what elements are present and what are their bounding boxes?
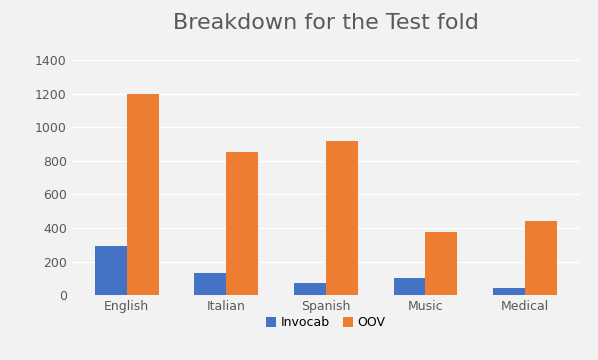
- Legend: Invocab, OOV: Invocab, OOV: [261, 311, 390, 334]
- Bar: [493, 288, 525, 295]
- Bar: [426, 232, 457, 295]
- Bar: [226, 152, 258, 295]
- Bar: [127, 94, 158, 295]
- Title: Breakdown for the Test fold: Breakdown for the Test fold: [173, 13, 479, 33]
- Bar: [525, 221, 557, 295]
- Bar: [294, 283, 326, 295]
- Bar: [194, 273, 226, 295]
- Bar: [95, 247, 127, 295]
- Bar: [326, 141, 358, 295]
- Bar: [393, 278, 426, 295]
